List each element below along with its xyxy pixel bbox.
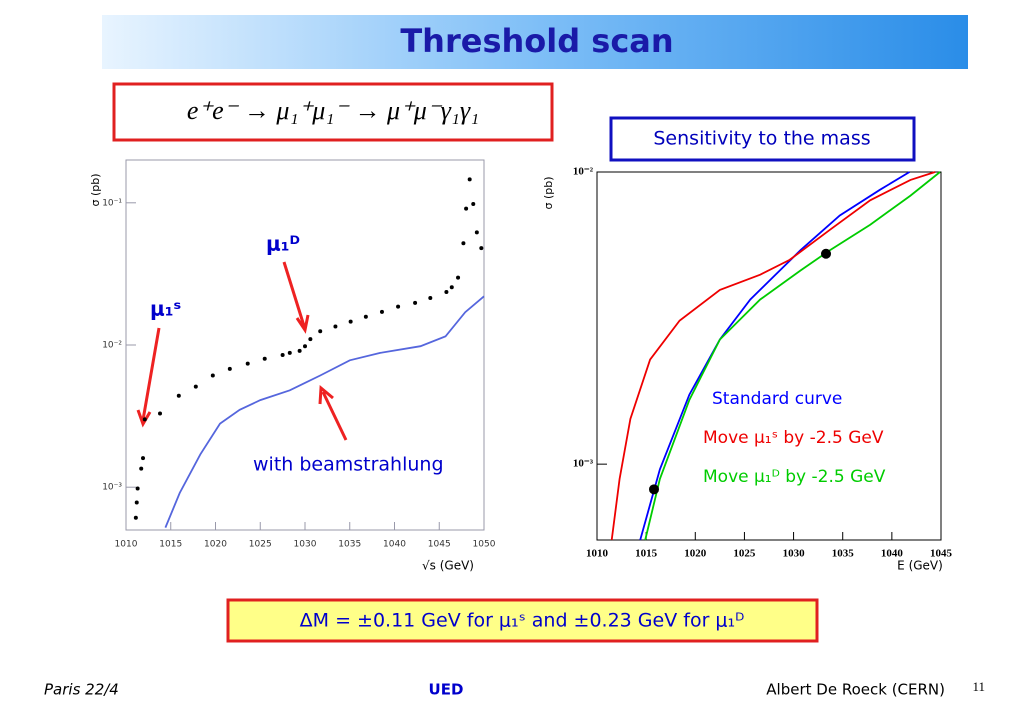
y-axis-label: σ (pb) (89, 173, 102, 206)
data-point (333, 324, 338, 329)
formula: e⁺e⁻ → μ₁⁺μ₁⁻ → μ⁺μ⁻γ₁γ₁ (187, 96, 479, 125)
data-point (464, 206, 469, 211)
legend-entry: Move μ₁ˢ by -2.5 GeV (703, 428, 884, 448)
x-tick-label: 1035 (832, 548, 855, 560)
data-point (193, 384, 198, 389)
result-box (226, 598, 819, 643)
x-tick-label: 1015 (159, 540, 182, 550)
data-point (649, 484, 660, 495)
data-point (461, 241, 466, 246)
x-tick-label: 1030 (294, 540, 317, 550)
series-line (644, 171, 941, 541)
plot-frame (596, 171, 942, 541)
data-point (142, 417, 147, 422)
data-point (449, 285, 454, 290)
result: ΔM = ±0.11 GeV for μ₁ˢ and ±0.23 GeV for… (300, 610, 745, 632)
data-point (134, 500, 139, 505)
annotation: μ₁ˢ (150, 297, 181, 321)
data-point (227, 366, 232, 371)
data-point (318, 329, 323, 334)
data-point (158, 411, 163, 416)
legend-entry: Standard curve (712, 389, 842, 409)
data-point (348, 319, 353, 324)
data-point (474, 230, 479, 235)
title: Threshold scan (400, 22, 673, 60)
data-point (379, 309, 384, 314)
x-tick-label: 1010 (115, 540, 138, 550)
data-point (444, 289, 449, 294)
x-axis-label: E (GeV) (897, 559, 943, 573)
data-point (176, 393, 181, 398)
data-point (141, 456, 146, 461)
data-point (467, 177, 472, 182)
x-tick-label: 1010 (586, 548, 609, 560)
x-tick-label: 1015 (635, 548, 658, 560)
data-point (262, 356, 267, 361)
data-point (297, 348, 302, 353)
data-point (479, 246, 484, 251)
x-tick-label: 1020 (204, 540, 227, 550)
y-tick-label: 10⁻² (573, 166, 594, 178)
x-tick-label: 1020 (684, 548, 707, 560)
formula-box (112, 82, 554, 142)
y-tick-label: 10⁻¹ (102, 198, 122, 208)
data-point (456, 275, 461, 280)
footer-right: Albert De Roeck (CERN) (766, 681, 945, 699)
title-bar (102, 15, 968, 69)
data-point (363, 314, 368, 319)
data-point (280, 353, 285, 358)
y-tick-label: 10⁻³ (573, 458, 594, 470)
data-point (133, 515, 138, 520)
annotation: with beamstrahlung (253, 454, 444, 476)
data-point (396, 304, 401, 309)
arrows (136, 261, 348, 441)
x-tick-label: 1035 (338, 540, 361, 550)
data-point (245, 361, 250, 366)
legend-entry: Move μ₁ᴰ by -2.5 GeV (703, 467, 886, 487)
data-point (139, 466, 144, 471)
data-point (287, 350, 292, 355)
annotation: μ₁ᴰ (266, 232, 300, 256)
footer-left: Paris 22/4 (44, 681, 119, 699)
footer-center: UED (429, 681, 464, 699)
y-tick-label: 10⁻³ (102, 483, 122, 493)
data-point (308, 337, 313, 342)
series-line (164, 295, 485, 528)
x-tick-label: 1030 (783, 548, 806, 560)
series-line (639, 171, 910, 541)
x-tick-label: 1025 (249, 540, 272, 550)
x-tick-label: 1040 (881, 548, 904, 560)
data-point (821, 248, 832, 259)
x-axis-label: √s (GeV) (422, 559, 474, 573)
x-tick-label: 1025 (733, 548, 756, 560)
data-point (428, 296, 433, 301)
page-number: 11 (972, 679, 985, 694)
note-box (609, 116, 916, 162)
series-line (610, 171, 936, 541)
data-point (303, 344, 307, 349)
x-tick-label: 1050 (473, 540, 496, 550)
x-tick-label: 1045 (930, 548, 953, 560)
data-point (471, 202, 476, 207)
x-tick-label: 1045 (428, 540, 451, 550)
data-point (210, 373, 215, 378)
data-point (413, 300, 418, 305)
y-tick-label: 10⁻² (102, 341, 122, 351)
y-axis-label: σ (pb) (542, 176, 555, 209)
data-point (135, 486, 140, 491)
x-tick-label: 1040 (383, 540, 406, 550)
note: Sensitivity to the mass (653, 128, 870, 150)
